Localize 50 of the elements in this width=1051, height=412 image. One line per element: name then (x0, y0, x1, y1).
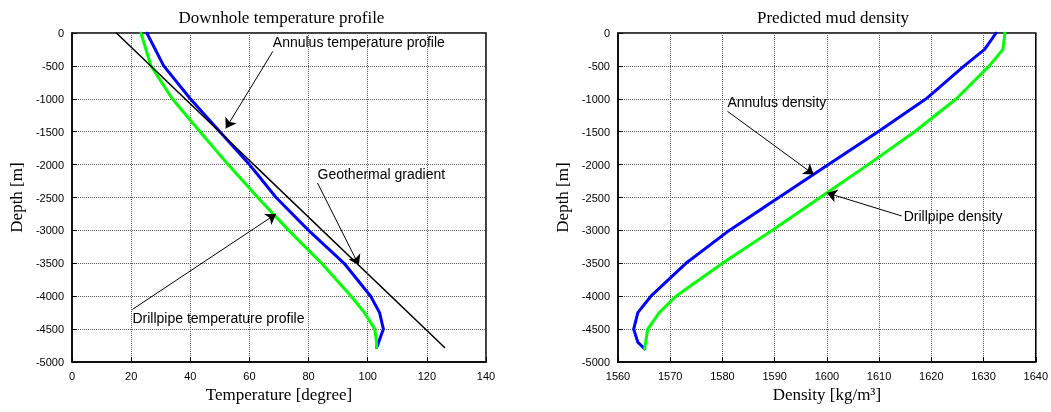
x-tick-label: 140 (476, 369, 496, 382)
x-tick-label: 1640 (1023, 369, 1049, 382)
y-tick-label: -2000 (581, 158, 610, 171)
annotation: Geothermal gradient (317, 166, 446, 183)
y-tick-label: -4000 (581, 290, 610, 303)
y-tick-label: 0 (57, 27, 65, 39)
y-tick-label: -2500 (581, 191, 610, 204)
x-tick-label: 20 (125, 369, 138, 382)
y-tick-label: -4000 (35, 290, 65, 303)
x-tick-label: 1590 (762, 369, 787, 382)
y-tick-label: -1000 (581, 92, 610, 105)
x-tick-label: 1560 (605, 369, 631, 382)
y-tick-label: 0 (603, 27, 610, 39)
x-tick-label: 60 (243, 369, 256, 382)
x-tick-label: 0 (68, 369, 76, 382)
y-tick-label: -500 (587, 59, 610, 72)
y-tick-label: -1000 (35, 92, 65, 105)
y-tick-label: -3500 (35, 257, 65, 270)
y-tick-label: -2500 (35, 191, 65, 204)
x-tick-label: 1570 (657, 369, 683, 382)
y-tick-label: -2000 (35, 158, 65, 171)
annotation: Annulus temperature profile (272, 34, 446, 51)
y-tick-label: -1500 (581, 125, 610, 138)
x-tick-label: 120 (417, 369, 437, 382)
annotation: Annulus density (727, 94, 827, 111)
x-tick-label: 80 (302, 369, 315, 382)
x-tick-label: 1600 (814, 369, 840, 382)
x-tick-label: 40 (184, 369, 197, 382)
y-tick-label: -1500 (35, 125, 65, 138)
x-axis-title: Temperature [degree] (205, 384, 353, 404)
x-tick-label: 1580 (710, 369, 735, 382)
annotation: Drillpipe temperature profile (132, 310, 305, 327)
y-axis-title: Depth [m] (552, 162, 572, 233)
chart-title: Downhole temperature profile (178, 8, 385, 27)
y-tick-label: -4500 (581, 323, 610, 336)
x-tick-label: 1630 (971, 369, 996, 382)
y-tick-label: -3000 (35, 224, 65, 237)
chart-title: Predicted mud density (756, 8, 910, 27)
annotation: Drillpipe density (903, 207, 1003, 224)
x-tick-label: 100 (358, 369, 377, 382)
x-tick-label: 1610 (866, 369, 892, 382)
y-axis-title: Depth [m] (7, 162, 26, 233)
y-tick-label: -5000 (581, 356, 610, 368)
y-tick-label: -3000 (581, 224, 610, 237)
y-tick-label: -3500 (581, 257, 610, 270)
y-tick-label: -4500 (35, 323, 65, 336)
y-tick-label: -5000 (35, 356, 65, 368)
x-tick-label: 1620 (919, 369, 944, 382)
x-axis-title: Density [kg/m³] (772, 384, 882, 404)
y-tick-label: -500 (42, 59, 65, 72)
